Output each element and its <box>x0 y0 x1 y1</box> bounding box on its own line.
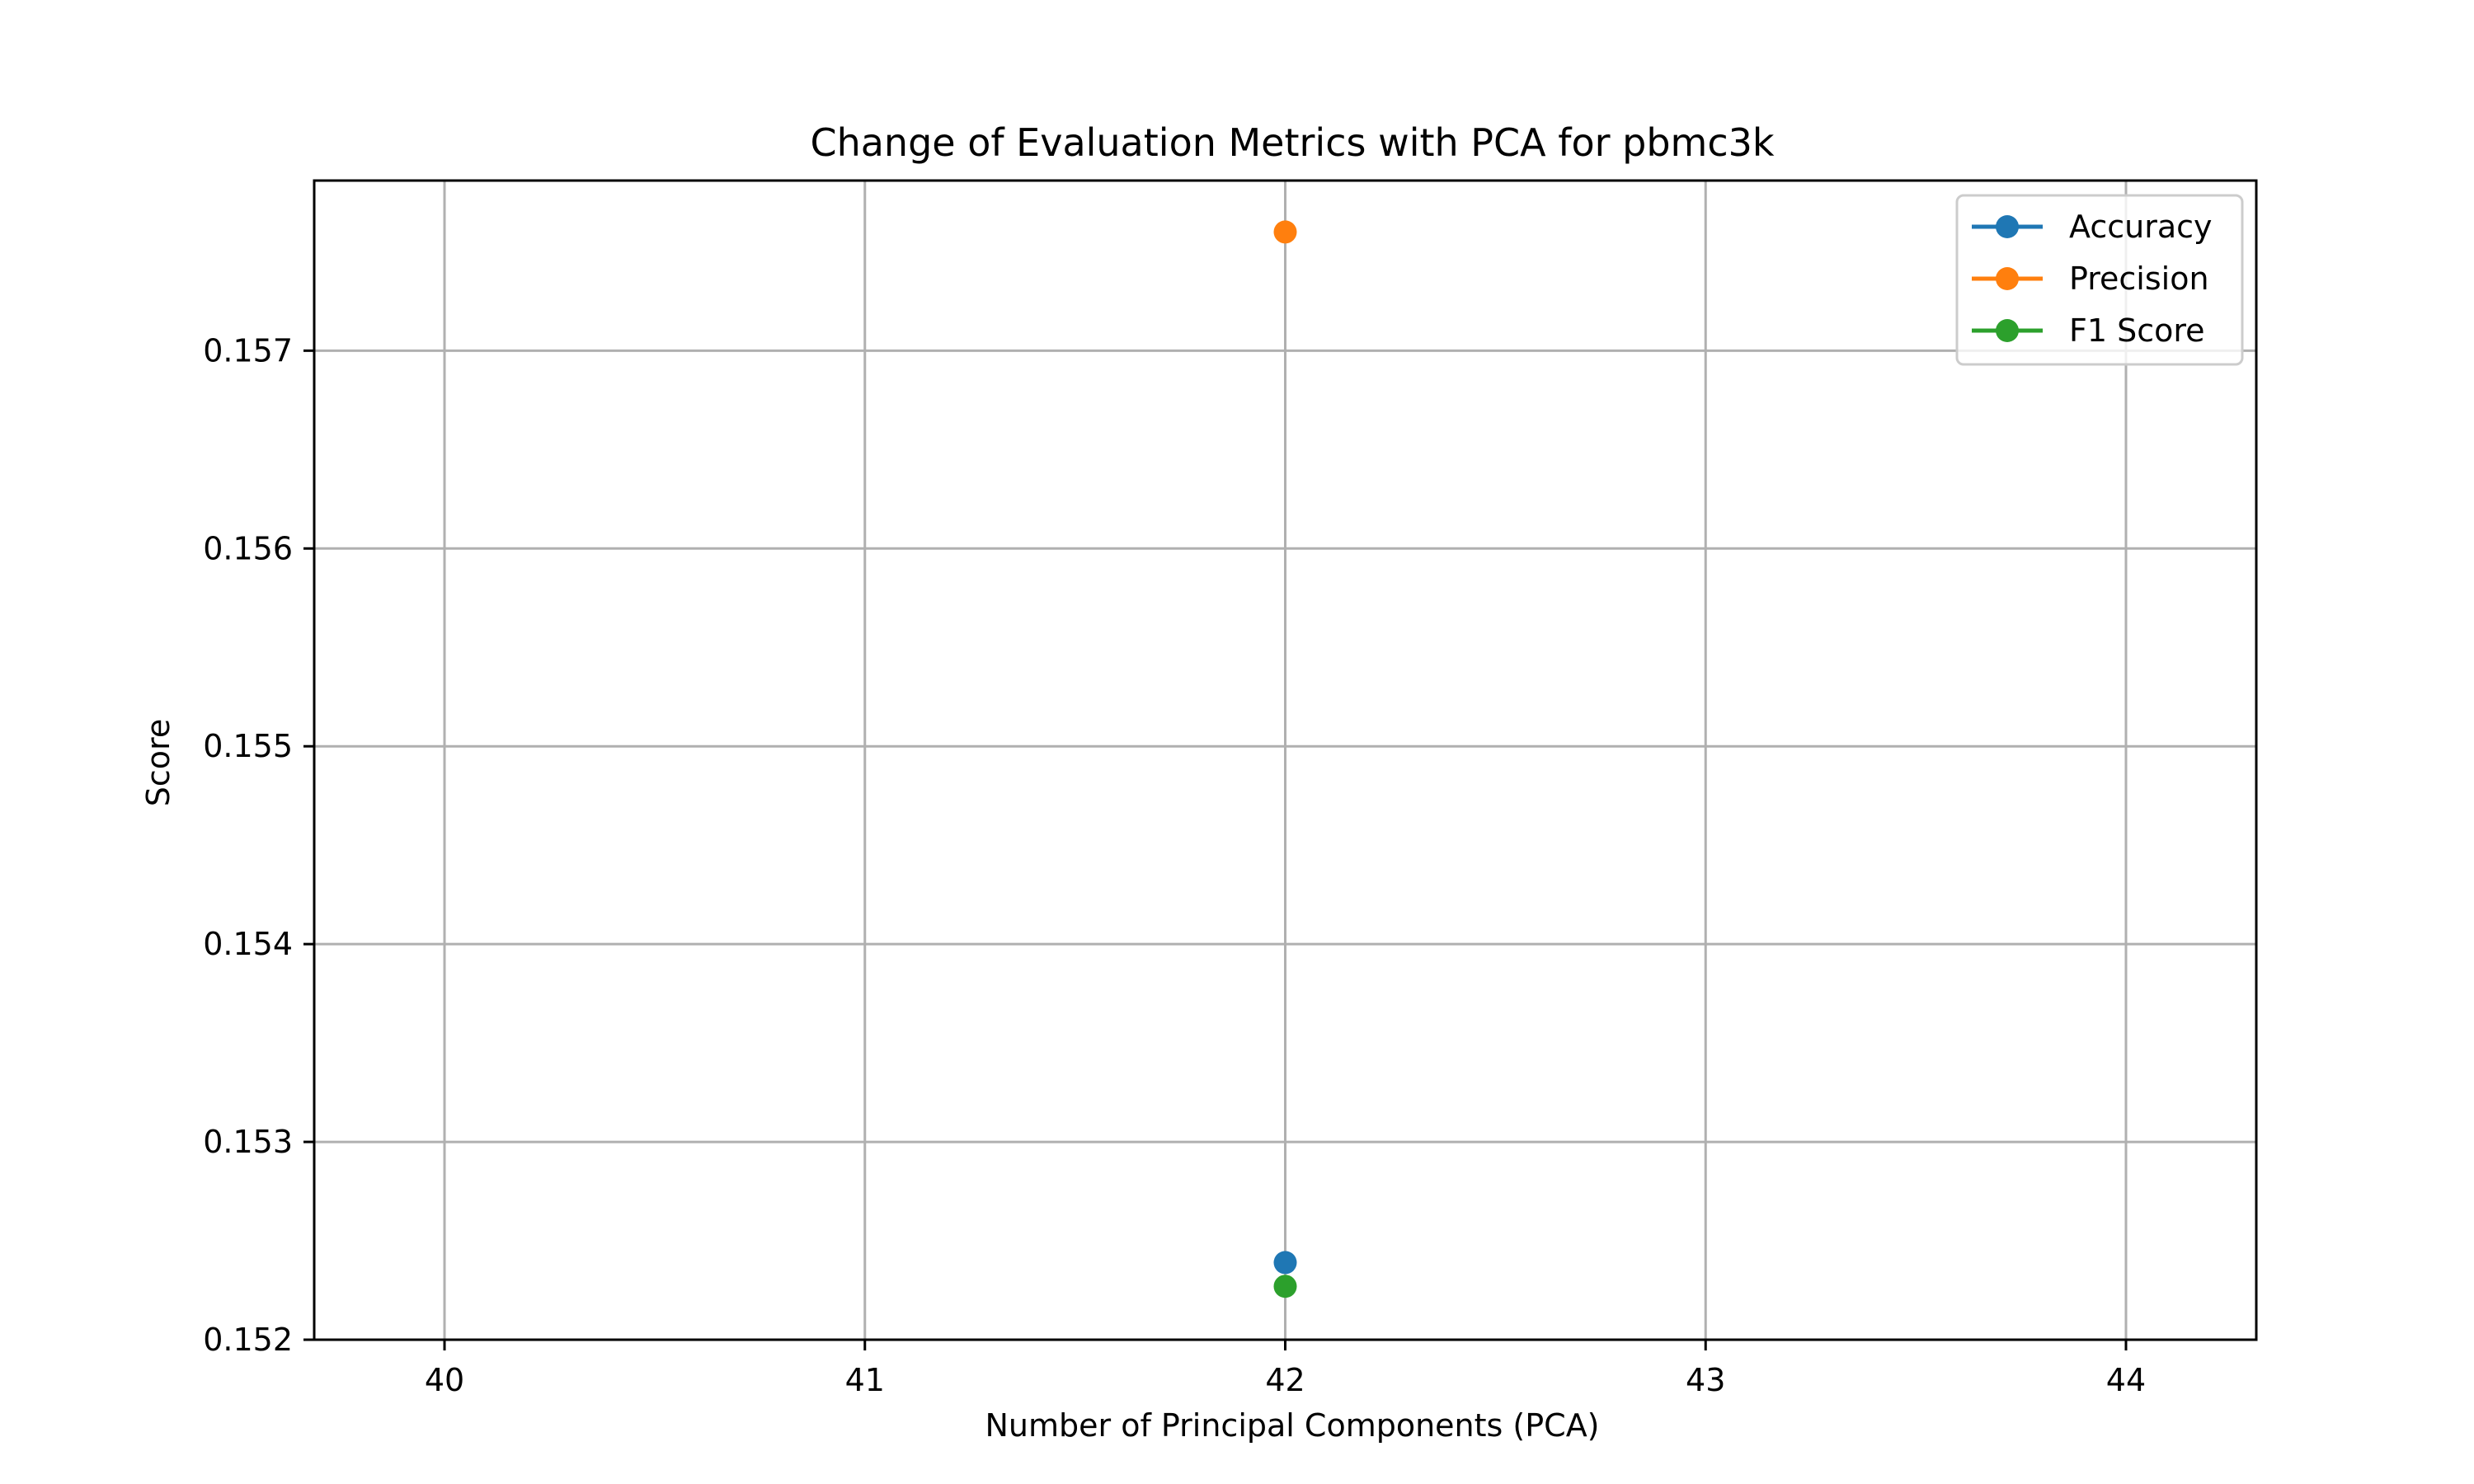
x-tick-label: 41 <box>845 1362 885 1398</box>
legend-label-f1-score: F1 Score <box>2069 312 2205 349</box>
x-axis-label: Number of Principal Components (PCA) <box>985 1407 1599 1444</box>
precision-point <box>1273 220 1297 244</box>
y-tick-label: 0.156 <box>203 530 293 566</box>
grid <box>314 181 2256 1341</box>
y-axis-label: Score <box>140 719 176 806</box>
y-tick-label: 0.155 <box>203 728 293 764</box>
chart-title: Change of Evaluation Metrics with PCA fo… <box>810 120 1774 165</box>
y-tick-label: 0.157 <box>203 332 293 369</box>
x-tick-label: 44 <box>2106 1362 2146 1398</box>
y-tick-label: 0.152 <box>203 1322 293 1358</box>
y-axis-ticks: 0.152 0.153 0.154 0.155 0.156 0.157 <box>203 332 314 1358</box>
legend-marker-f1-score <box>1996 319 2019 342</box>
data-points <box>1273 220 1297 1298</box>
y-tick-label: 0.153 <box>203 1124 293 1160</box>
f1-score-point <box>1273 1275 1297 1298</box>
x-axis-ticks: 40 41 42 43 44 <box>425 1340 2146 1398</box>
legend-label-precision: Precision <box>2069 261 2209 297</box>
legend-box <box>1955 194 2244 366</box>
x-tick-label: 40 <box>425 1362 464 1398</box>
legend: Accuracy Precision F1 Score <box>1955 194 2244 366</box>
legend-label-accuracy: Accuracy <box>2069 209 2213 245</box>
x-tick-label: 42 <box>1265 1362 1305 1398</box>
accuracy-point <box>1273 1251 1297 1275</box>
y-tick-label: 0.154 <box>203 926 293 962</box>
legend-marker-precision <box>1996 267 2019 290</box>
x-tick-label: 43 <box>1686 1362 1725 1398</box>
legend-marker-accuracy <box>1996 215 2019 238</box>
